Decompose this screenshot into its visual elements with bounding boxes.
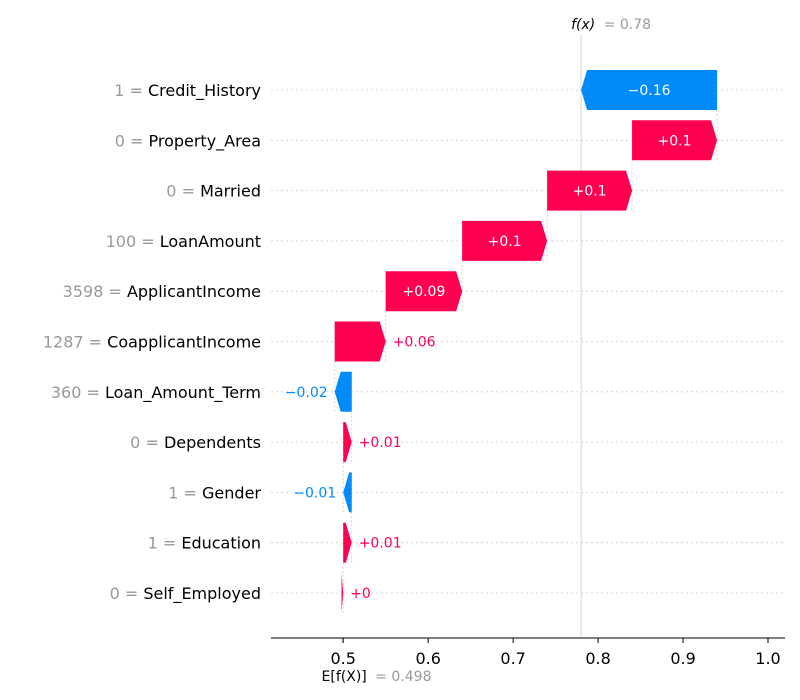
feature-label-Loan_Amount_Term: 360 = Loan_Amount_Term — [51, 383, 261, 403]
bar-Education — [343, 522, 352, 563]
feature-name: Property_Area — [148, 131, 261, 151]
bar-value-label-Property_Area: +0.1 — [658, 133, 692, 149]
feature-name: ApplicantIncome — [127, 282, 261, 301]
feature-value: 1 = — [168, 483, 202, 502]
feature-name: Self_Employed — [143, 584, 261, 604]
feature-label-LoanAmount: 100 = LoanAmount — [106, 232, 261, 251]
x-tick-label: 1.0 — [755, 649, 780, 668]
bar-value-label-Loan_Amount_Term: −0.02 — [285, 385, 328, 401]
x-tick-label: 0.7 — [500, 649, 525, 668]
bar-Property_Area — [632, 120, 718, 161]
feature-value: 1287 = — [43, 333, 107, 352]
bar-Loan_Amount_Term — [334, 371, 352, 412]
x-tick-label: 0.5 — [330, 649, 355, 668]
bar-Dependents — [343, 422, 352, 463]
bar-value-label-ApplicantIncome: +0.09 — [402, 284, 445, 300]
bar-value-label-Dependents: +0.01 — [359, 435, 402, 451]
bar-LoanAmount — [462, 220, 548, 261]
bar-Credit_History — [581, 70, 718, 110]
bar-value-label-Credit_History: −0.16 — [628, 83, 671, 99]
fx-label: f(x) = 0.78 — [571, 17, 651, 33]
bar-value-label-Married: +0.1 — [573, 184, 607, 200]
feature-name: Education — [181, 534, 261, 553]
bar-CoapplicantIncome — [334, 321, 386, 362]
expected-value-label: E[f(X)] = 0.498 — [322, 669, 432, 685]
feature-label-Credit_History: 1 = Credit_History — [114, 81, 261, 101]
feature-name: Loan_Amount_Term — [105, 383, 261, 403]
x-tick-label: 0.8 — [585, 649, 610, 668]
feature-value: 0 = — [115, 131, 149, 150]
feature-value: 0 = — [130, 433, 164, 452]
bar-value-label-LoanAmount: +0.1 — [488, 234, 522, 250]
feature-label-ApplicantIncome: 3598 = ApplicantIncome — [63, 282, 261, 301]
x-tick-label: 0.9 — [670, 649, 695, 668]
feature-value: 360 = — [51, 383, 105, 402]
bar-Gender — [343, 472, 352, 513]
label-layer: −0.16 1 = Credit_History +0.1 0 = Property_… — [43, 81, 692, 604]
expected-value-value: = 0.498 — [375, 669, 431, 685]
fx-label-value: = 0.78 — [604, 17, 651, 33]
feature-name: Gender — [202, 483, 261, 502]
fx-label-name: f(x) — [571, 17, 595, 33]
bar-value-label-Gender: −0.01 — [293, 485, 336, 501]
feature-name: CoapplicantIncome — [107, 333, 261, 352]
feature-label-Property_Area: 0 = Property_Area — [115, 131, 261, 151]
bar-Self_Employed — [341, 573, 344, 613]
feature-label-Dependents: 0 = Dependents — [130, 433, 261, 452]
connector-layer — [334, 34, 718, 644]
feature-label-CoapplicantIncome: 1287 = CoapplicantIncome — [43, 333, 261, 352]
feature-label-Education: 1 = Education — [148, 534, 261, 553]
feature-label-Married: 0 = Married — [166, 182, 261, 201]
feature-value: 3598 = — [63, 282, 127, 301]
bar-value-label-CoapplicantIncome: +0.06 — [393, 335, 436, 351]
bar-value-label-Education: +0.01 — [359, 536, 402, 552]
expected-value-name: E[f(X)] — [322, 669, 367, 685]
feature-value: 1 = — [114, 81, 148, 100]
feature-value: 0 = — [166, 182, 200, 201]
feature-label-Self_Employed: 0 = Self_Employed — [110, 584, 261, 604]
feature-name: LoanAmount — [160, 232, 261, 251]
feature-name: Married — [200, 182, 261, 201]
x-tick-label: 0.6 — [415, 649, 440, 668]
x-axis: 0.5 0.6 0.7 0.8 0.9 1.0 — [271, 637, 785, 668]
feature-value: 0 = — [110, 584, 144, 603]
feature-name: Credit_History — [148, 81, 261, 101]
feature-value: 100 = — [106, 232, 160, 251]
bar-value-label-Self_Employed: +0 — [350, 586, 371, 602]
feature-label-Gender: 1 = Gender — [168, 483, 261, 502]
bar-Married — [547, 170, 633, 211]
bar-ApplicantIncome — [385, 271, 463, 312]
bar-layer — [334, 70, 718, 613]
feature-value: 1 = — [148, 534, 182, 553]
feature-name: Dependents — [164, 433, 261, 452]
